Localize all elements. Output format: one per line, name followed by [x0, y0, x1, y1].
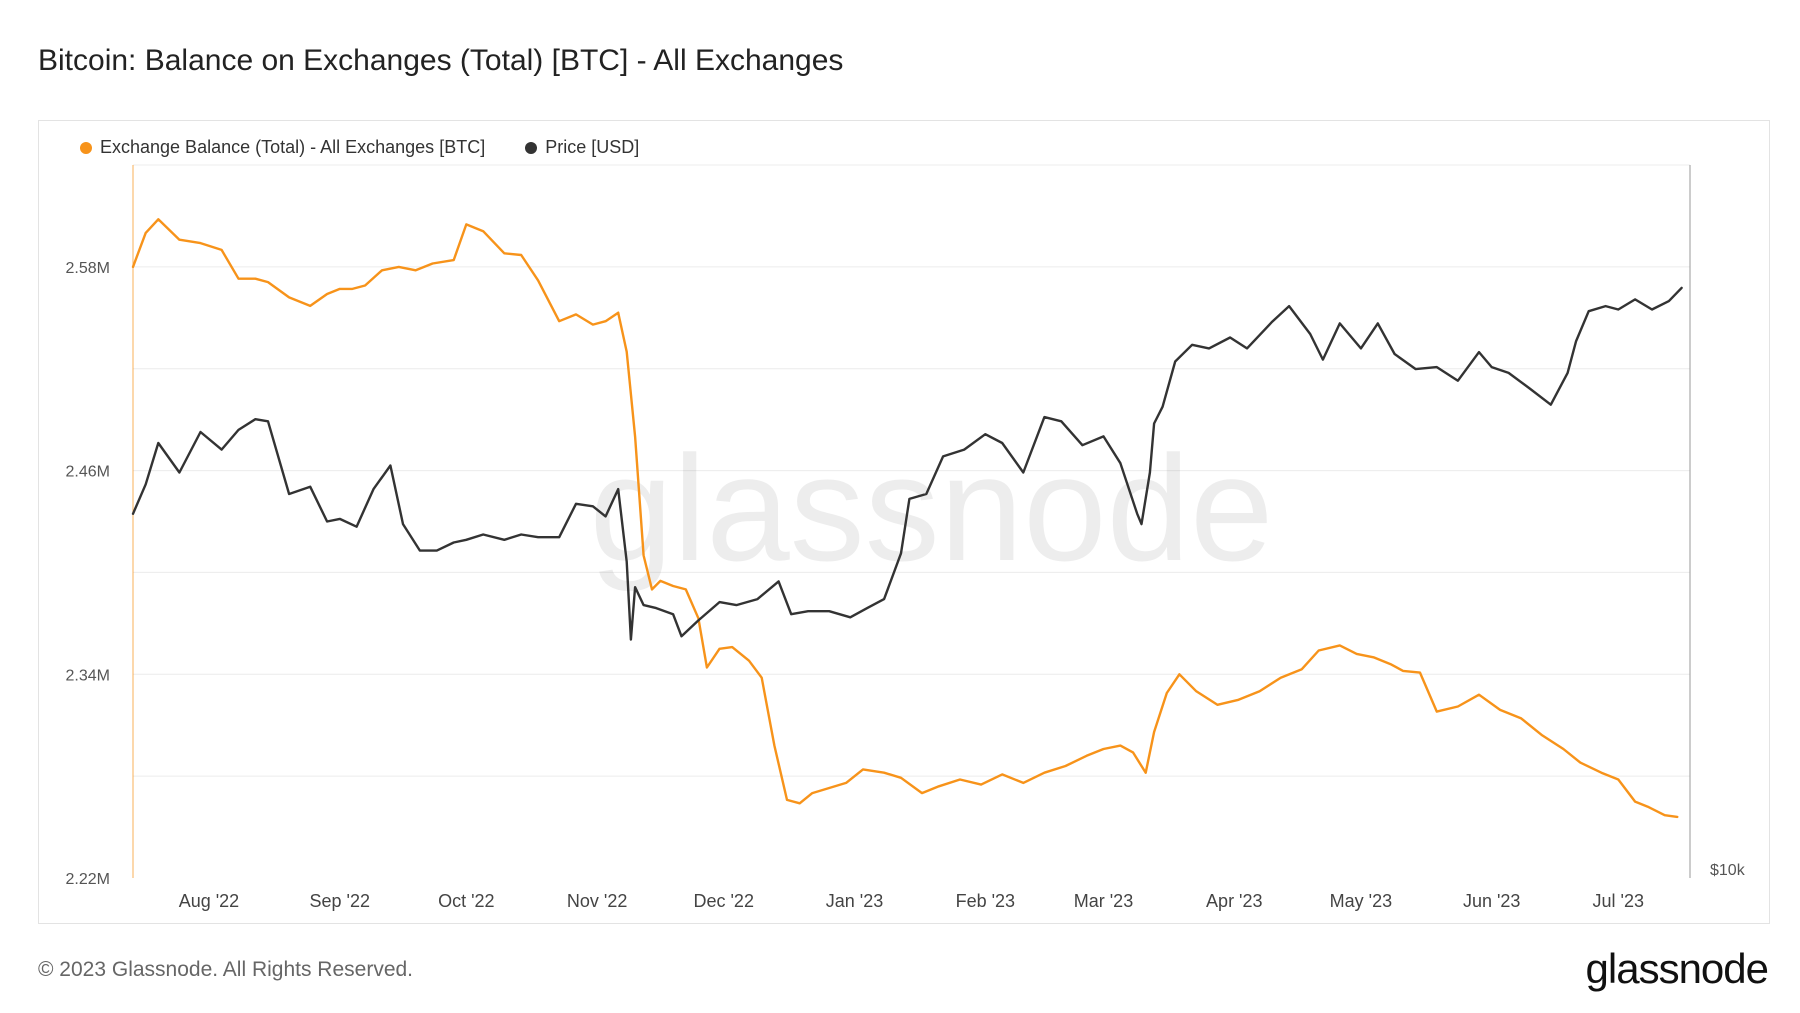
- y-tick-label-left: 2.46M: [66, 464, 110, 481]
- legend-dot-balance: [80, 141, 92, 154]
- x-tick-label: Feb '23: [956, 891, 1015, 911]
- y-tick-label-left: 2.58M: [66, 260, 110, 277]
- chart-legend: Exchange Balance (Total) - All Exchanges…: [80, 137, 639, 158]
- x-tick-label: Mar '23: [1074, 891, 1133, 911]
- x-tick-label: Nov '22: [567, 891, 627, 911]
- series-line-exchange-balance: [131, 218, 1679, 819]
- legend-item-price[interactable]: Price [USD]: [525, 137, 639, 158]
- series-line-price: [131, 286, 1683, 641]
- x-tick-label: Aug '22: [179, 891, 240, 911]
- x-tick-label: Dec '22: [693, 891, 753, 911]
- chart-frame: [38, 120, 1770, 924]
- legend-label-balance: Exchange Balance (Total) - All Exchanges…: [100, 137, 486, 157]
- y-tick-label-left: 2.22M: [66, 871, 110, 888]
- x-tick-label: Sep '22: [310, 891, 371, 911]
- legend-label-price: Price [USD]: [545, 137, 640, 157]
- x-tick-label: May '23: [1330, 891, 1392, 911]
- y-tick-label-left: 2.34M: [66, 667, 110, 684]
- x-tick-label: Apr '23: [1206, 891, 1262, 911]
- y-tick-label-right: $10k: [1710, 862, 1746, 879]
- chart-title: Bitcoin: Balance on Exchanges (Total) [B…: [38, 44, 844, 77]
- footer-logo[interactable]: glassnode: [1585, 945, 1769, 992]
- legend-dot-price: [525, 141, 538, 154]
- footer-copyright: © 2023 Glassnode. All Rights Reserved.: [38, 958, 414, 981]
- legend-item-balance[interactable]: Exchange Balance (Total) - All Exchanges…: [80, 137, 485, 158]
- x-tick-label: Jun '23: [1463, 891, 1520, 911]
- x-tick-label: Jul '23: [1593, 891, 1644, 911]
- watermark: glassnode: [590, 424, 1274, 592]
- x-tick-label: Jan '23: [826, 891, 883, 911]
- x-tick-label: Oct '22: [438, 891, 494, 911]
